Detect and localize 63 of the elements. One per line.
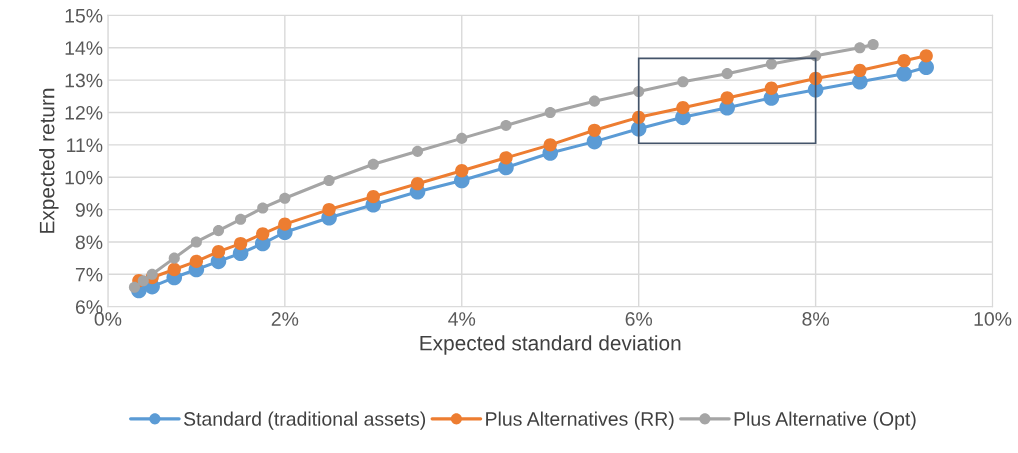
y-tick-label: 12% xyxy=(65,105,103,120)
point xyxy=(278,217,292,231)
point xyxy=(853,63,867,78)
point xyxy=(456,132,468,144)
point xyxy=(323,174,335,187)
point xyxy=(137,275,149,287)
y-tick-label: 15% xyxy=(65,8,103,23)
x-tick-label: 8% xyxy=(802,312,829,326)
legend-label: Plus Alternative (Opt) xyxy=(734,411,916,430)
point xyxy=(810,50,822,62)
point xyxy=(146,268,158,280)
point xyxy=(410,177,425,191)
x-tick-label: 2% xyxy=(271,312,299,326)
y-tick-label: 8% xyxy=(75,235,103,250)
y-axis-title: Expected return xyxy=(39,88,59,233)
point xyxy=(544,106,556,119)
point xyxy=(411,145,424,157)
x-tick-label: 4% xyxy=(448,312,476,326)
point xyxy=(233,236,248,251)
y-tick-label: 6% xyxy=(75,300,103,314)
x-tick-label: 6% xyxy=(625,312,653,326)
point xyxy=(366,189,380,204)
point xyxy=(543,138,557,152)
point xyxy=(764,81,779,95)
point xyxy=(322,202,336,217)
point xyxy=(189,254,204,269)
point xyxy=(279,192,291,204)
point xyxy=(168,252,180,264)
point xyxy=(720,91,734,105)
point xyxy=(235,213,247,225)
point xyxy=(919,49,933,63)
point xyxy=(676,100,690,115)
point xyxy=(211,244,226,259)
point xyxy=(867,38,879,51)
x-tick-label: 0% xyxy=(94,312,122,326)
legend-label: Plus Alternatives (RR) xyxy=(486,411,674,430)
y-tick-label: 9% xyxy=(75,203,103,217)
point xyxy=(765,58,777,70)
point xyxy=(167,262,181,277)
y-tick-label: 14% xyxy=(65,41,103,55)
point xyxy=(499,151,513,165)
point xyxy=(455,164,469,178)
point xyxy=(256,227,270,241)
point xyxy=(588,95,601,107)
point xyxy=(128,281,140,293)
point xyxy=(897,54,911,68)
x-axis-title: Expected standard deviation xyxy=(420,335,681,355)
point xyxy=(896,65,912,82)
point xyxy=(677,76,689,88)
y-tick-label: 11% xyxy=(67,138,103,153)
point xyxy=(721,68,733,80)
point xyxy=(190,236,202,248)
point xyxy=(854,42,866,54)
y-tick-label: 7% xyxy=(75,267,103,282)
y-tick-label: 10% xyxy=(65,170,103,185)
x-tick-label: 10% xyxy=(974,312,1012,326)
point xyxy=(257,202,269,214)
point xyxy=(212,225,225,237)
point xyxy=(587,123,602,137)
point xyxy=(500,119,512,131)
y-tick-label: 13% xyxy=(65,73,103,88)
legend-label: Standard (traditional assets) xyxy=(183,411,426,430)
point xyxy=(367,158,379,170)
